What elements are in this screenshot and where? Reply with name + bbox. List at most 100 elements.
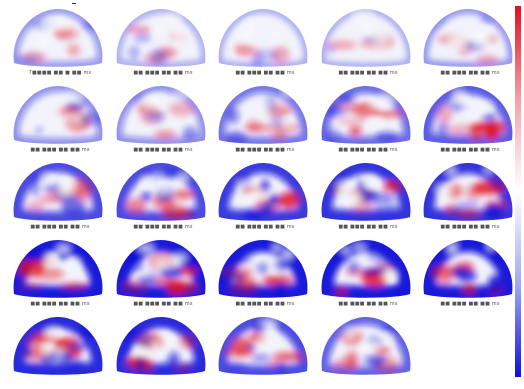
negative-blob <box>40 354 55 364</box>
neutral-spot <box>44 254 56 264</box>
blue-border-region <box>423 163 513 221</box>
map-caption: ■■ ■■■ ■■ ■■ ms <box>338 301 398 307</box>
neutral-spot <box>145 99 161 108</box>
neutral-spot <box>349 192 362 202</box>
scalp-map <box>423 9 513 67</box>
positive-blob <box>26 335 44 348</box>
blue-border-region <box>321 317 411 375</box>
negative-blob <box>488 275 502 287</box>
negative-blob <box>82 19 98 32</box>
negative-blob <box>428 12 444 27</box>
negative-blob <box>323 127 341 144</box>
negative-blob <box>13 252 37 260</box>
neutral-spot <box>283 89 292 95</box>
positive-blob <box>336 118 368 125</box>
positive-blob <box>272 352 304 362</box>
negative-blob <box>227 108 240 124</box>
negative-blob <box>270 114 285 129</box>
map-caption: ■■ ■■■ ■■ ■■ ms <box>133 301 193 307</box>
neutral-spot <box>54 348 65 357</box>
neutral-spot <box>252 191 267 197</box>
negative-blob <box>251 354 271 362</box>
positive-blob <box>476 54 499 65</box>
negative-blob <box>326 44 336 54</box>
neutral-spot <box>376 36 386 45</box>
negative-blob <box>137 276 158 285</box>
corner-tick-mark <box>72 3 76 4</box>
neutral-spot <box>340 247 351 253</box>
positive-blob <box>168 102 196 117</box>
positive-blob <box>26 201 45 211</box>
positive-blob <box>349 201 374 213</box>
positive-blob <box>333 357 358 371</box>
negative-blob <box>370 358 382 367</box>
negative-blob <box>127 45 141 60</box>
negative-blob <box>355 180 368 195</box>
positive-blob <box>466 184 482 200</box>
head-map-3: ■■ ■■■ ■■ ■■ ms <box>213 5 313 81</box>
neutral-spot <box>45 328 59 338</box>
negative-blob <box>273 282 286 298</box>
negative-blob <box>79 324 101 338</box>
head-map-22 <box>111 313 211 389</box>
negative-blob <box>390 284 407 295</box>
negative-blob <box>260 179 270 193</box>
positive-blob <box>179 334 196 349</box>
positive-blob <box>446 184 464 199</box>
neutral-spot <box>66 259 80 265</box>
neutral-spot <box>162 335 169 342</box>
negative-blob <box>490 178 507 189</box>
negative-blob <box>458 200 480 209</box>
blue-border-region <box>321 9 411 67</box>
negative-blob <box>437 121 449 136</box>
negative-blob <box>486 283 503 292</box>
negative-blob <box>133 32 152 43</box>
map-caption: ■■ ■■■ ■■ ■■ ms <box>338 147 398 153</box>
positive-blob <box>173 364 192 372</box>
negative-blob <box>224 361 247 371</box>
neutral-spot <box>237 181 253 187</box>
scalp-map <box>13 317 103 375</box>
positive-blob <box>56 28 80 40</box>
map-caption: ■■ ■■■ ■■ ■■ ms <box>235 70 295 76</box>
head-map-9: ■■ ■■■ ■■ ■■ ms <box>316 82 416 158</box>
negative-blob <box>121 345 135 352</box>
positive-blob <box>67 44 81 56</box>
neutral-spot <box>143 178 150 184</box>
neutral-spot <box>248 22 256 33</box>
negative-blob <box>252 324 266 333</box>
negative-blob <box>129 260 144 272</box>
map-caption: ■■ ■■■ ■■ ■■ ms <box>133 70 193 76</box>
neutral-spot <box>282 249 294 259</box>
negative-blob <box>375 131 399 141</box>
negative-blob <box>225 130 247 144</box>
map-caption: 7■■■■ ■■ ■ ■■ ms <box>28 70 92 76</box>
negative-blob <box>66 100 85 112</box>
head-map-19: ■■ ■■■ ■■ ■■ ms <box>316 236 416 312</box>
blue-border-region <box>423 240 513 298</box>
head-map-1: 7■■■■ ■■ ■ ■■ ms <box>8 5 108 81</box>
map-caption: ■■ ■■■ ■■ ■■ ms <box>30 301 90 307</box>
negative-blob <box>325 105 346 118</box>
positive-blob <box>354 102 380 118</box>
neutral-spot <box>137 244 154 252</box>
neutral-spot <box>248 190 256 199</box>
positive-blob <box>166 279 186 296</box>
negative-blob <box>247 344 256 352</box>
negative-blob <box>60 199 86 214</box>
map-caption: ■■ ■■■ ■■ ■■ ms <box>338 70 398 76</box>
positive-blob <box>224 347 254 358</box>
scalp-map <box>218 9 308 67</box>
neutral-spot <box>60 184 69 195</box>
scalp-map <box>321 163 411 221</box>
neutral-spot <box>154 25 163 33</box>
positive-blob <box>246 120 261 132</box>
head-map-5: ■■ ■■■ ■■ ■■ ms <box>418 5 518 81</box>
blue-border-region <box>116 86 206 144</box>
negative-blob <box>451 97 462 113</box>
blue-border-region <box>321 86 411 144</box>
head-map-14: ■■ ■■■ ■■ ■■ ms <box>316 159 416 235</box>
positive-blob <box>234 43 251 54</box>
positive-blob <box>154 130 177 139</box>
scalp-map <box>218 317 308 375</box>
